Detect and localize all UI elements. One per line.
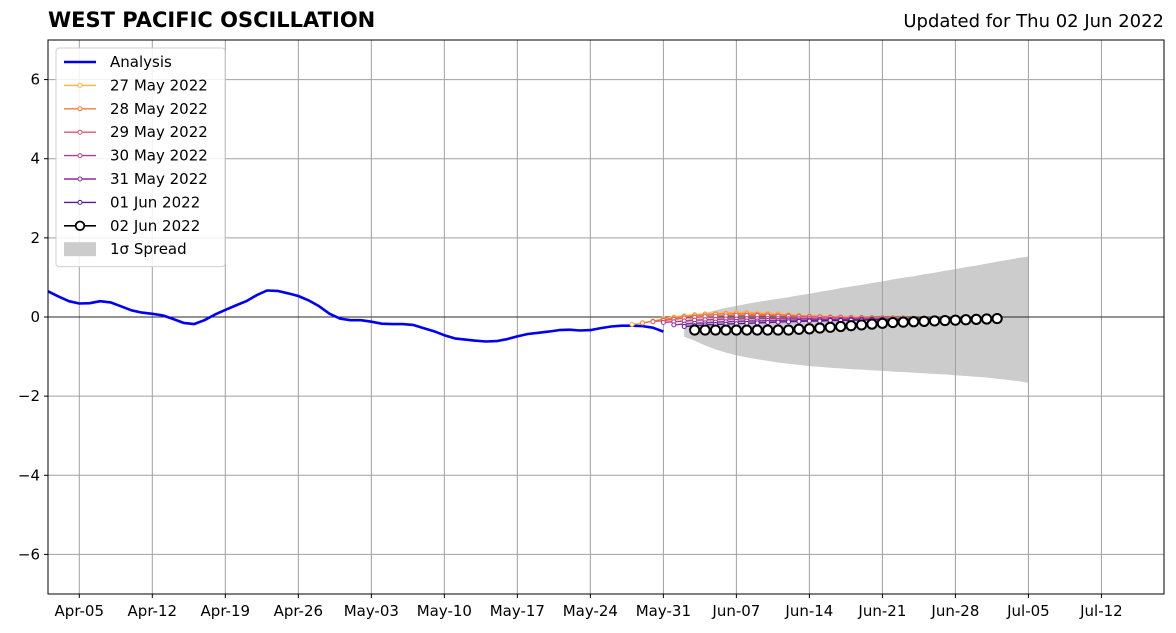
forecast-point bbox=[887, 316, 899, 329]
chart-title: WEST PACIFIC OSCILLATION bbox=[48, 8, 376, 32]
forecast-point bbox=[835, 320, 847, 333]
x-tick-label: Jun-28 bbox=[930, 602, 979, 620]
forecast-point bbox=[650, 319, 656, 325]
forecast-point bbox=[876, 317, 888, 329]
forecast-point bbox=[806, 318, 812, 324]
forecast-point bbox=[803, 323, 815, 335]
forecast-point bbox=[699, 324, 711, 336]
axes-layer: Apr-05 Apr-12 Apr-19 Apr-26 May-03 May-10 May-… bbox=[18, 39, 1165, 620]
updated-date: Updated for Thu 02 Jun 2022 bbox=[903, 11, 1164, 32]
forecast-point bbox=[660, 320, 666, 326]
x-tick-label: May-10 bbox=[417, 602, 472, 620]
forecast-point bbox=[845, 320, 857, 332]
y-tick-label: −6 bbox=[18, 545, 40, 563]
y-tick-label: −4 bbox=[18, 466, 40, 484]
x-tick-label: Jul-05 bbox=[1006, 602, 1050, 620]
y-tick-label: 6 bbox=[30, 71, 40, 89]
forecast-point bbox=[689, 324, 701, 336]
legend-label: 30 May 2022 bbox=[110, 147, 208, 165]
x-tick-label: May-17 bbox=[490, 602, 545, 620]
forecast-point bbox=[991, 312, 1003, 325]
legend-marker bbox=[77, 176, 83, 182]
legend-swatch-spread bbox=[64, 242, 96, 257]
legend-label: 31 May 2022 bbox=[110, 170, 208, 188]
forecast-point bbox=[981, 313, 993, 325]
forecast-point bbox=[640, 320, 646, 326]
x-tick-label: Jun-21 bbox=[857, 602, 906, 620]
legend-box bbox=[55, 47, 226, 268]
forecast-point bbox=[817, 318, 823, 324]
x-tick-label: May-31 bbox=[636, 602, 691, 620]
legend-marker bbox=[77, 129, 83, 135]
forecast-point bbox=[709, 324, 722, 336]
forecast-point bbox=[730, 324, 742, 336]
forecast-point bbox=[960, 314, 972, 326]
forecast-point bbox=[793, 323, 805, 335]
forecast-point bbox=[629, 322, 635, 328]
y-tick-label: 4 bbox=[30, 150, 40, 168]
series-line-analysis bbox=[47, 289, 664, 343]
forecast-point bbox=[765, 320, 771, 326]
x-tick-label: Jun-07 bbox=[711, 602, 760, 620]
x-tick-label: May-24 bbox=[563, 602, 618, 620]
forecast-point bbox=[681, 323, 687, 329]
forecast-point bbox=[855, 319, 868, 331]
forecast-point bbox=[754, 320, 760, 326]
x-tick-label: Apr-05 bbox=[55, 602, 105, 620]
forecast-point bbox=[786, 319, 792, 325]
x-tick-label: Jun-14 bbox=[784, 602, 833, 620]
forecast-point bbox=[762, 324, 774, 336]
forecast-point bbox=[775, 319, 781, 325]
forecast-point bbox=[897, 316, 909, 328]
x-tick-label: Apr-12 bbox=[128, 602, 178, 620]
legend-label: 01 Jun 2022 bbox=[110, 193, 200, 211]
forecast-point bbox=[814, 322, 826, 334]
legend-label: 27 May 2022 bbox=[110, 76, 208, 94]
legend-marker bbox=[77, 82, 83, 88]
forecast-point bbox=[928, 315, 941, 327]
forecast-point bbox=[824, 321, 836, 333]
legend-label: 02 Jun 2022 bbox=[110, 217, 200, 235]
legend-label-spread: 1σ Spread bbox=[110, 240, 187, 258]
series-layer bbox=[47, 289, 1003, 343]
forecast-point bbox=[671, 322, 677, 328]
forecast-point bbox=[918, 315, 930, 327]
forecast-point bbox=[782, 324, 795, 336]
y-tick-label: −2 bbox=[18, 387, 40, 405]
forecast-point bbox=[866, 318, 878, 330]
x-tick-label: Apr-26 bbox=[274, 602, 324, 620]
legend-marker bbox=[77, 106, 83, 112]
series-line-forecast bbox=[652, 314, 935, 323]
forecast-point bbox=[949, 314, 962, 326]
x-tick-label: Apr-19 bbox=[201, 602, 251, 620]
x-tick-label: Jul-12 bbox=[1079, 602, 1123, 620]
legend-marker bbox=[77, 199, 83, 205]
forecast-point bbox=[751, 324, 763, 336]
forecast-point bbox=[741, 324, 753, 336]
x-tick-label: May-03 bbox=[344, 602, 399, 620]
forecast-point bbox=[720, 324, 732, 336]
forecast-point bbox=[796, 318, 802, 324]
legend: Analysis 27 May 2022 28 May 2022 29 May 202… bbox=[55, 47, 226, 268]
forecast-point bbox=[970, 313, 982, 325]
legend-marker bbox=[77, 153, 83, 159]
forecast-point bbox=[939, 314, 951, 327]
legend-label: Analysis bbox=[110, 53, 172, 71]
forecast-point bbox=[908, 316, 920, 328]
y-tick-label: 0 bbox=[30, 308, 40, 326]
legend-label: 28 May 2022 bbox=[110, 100, 208, 118]
forecast-point bbox=[772, 324, 784, 336]
y-tick-label: 2 bbox=[30, 229, 40, 247]
legend-label: 29 May 2022 bbox=[110, 123, 208, 141]
legend-marker bbox=[74, 220, 86, 232]
